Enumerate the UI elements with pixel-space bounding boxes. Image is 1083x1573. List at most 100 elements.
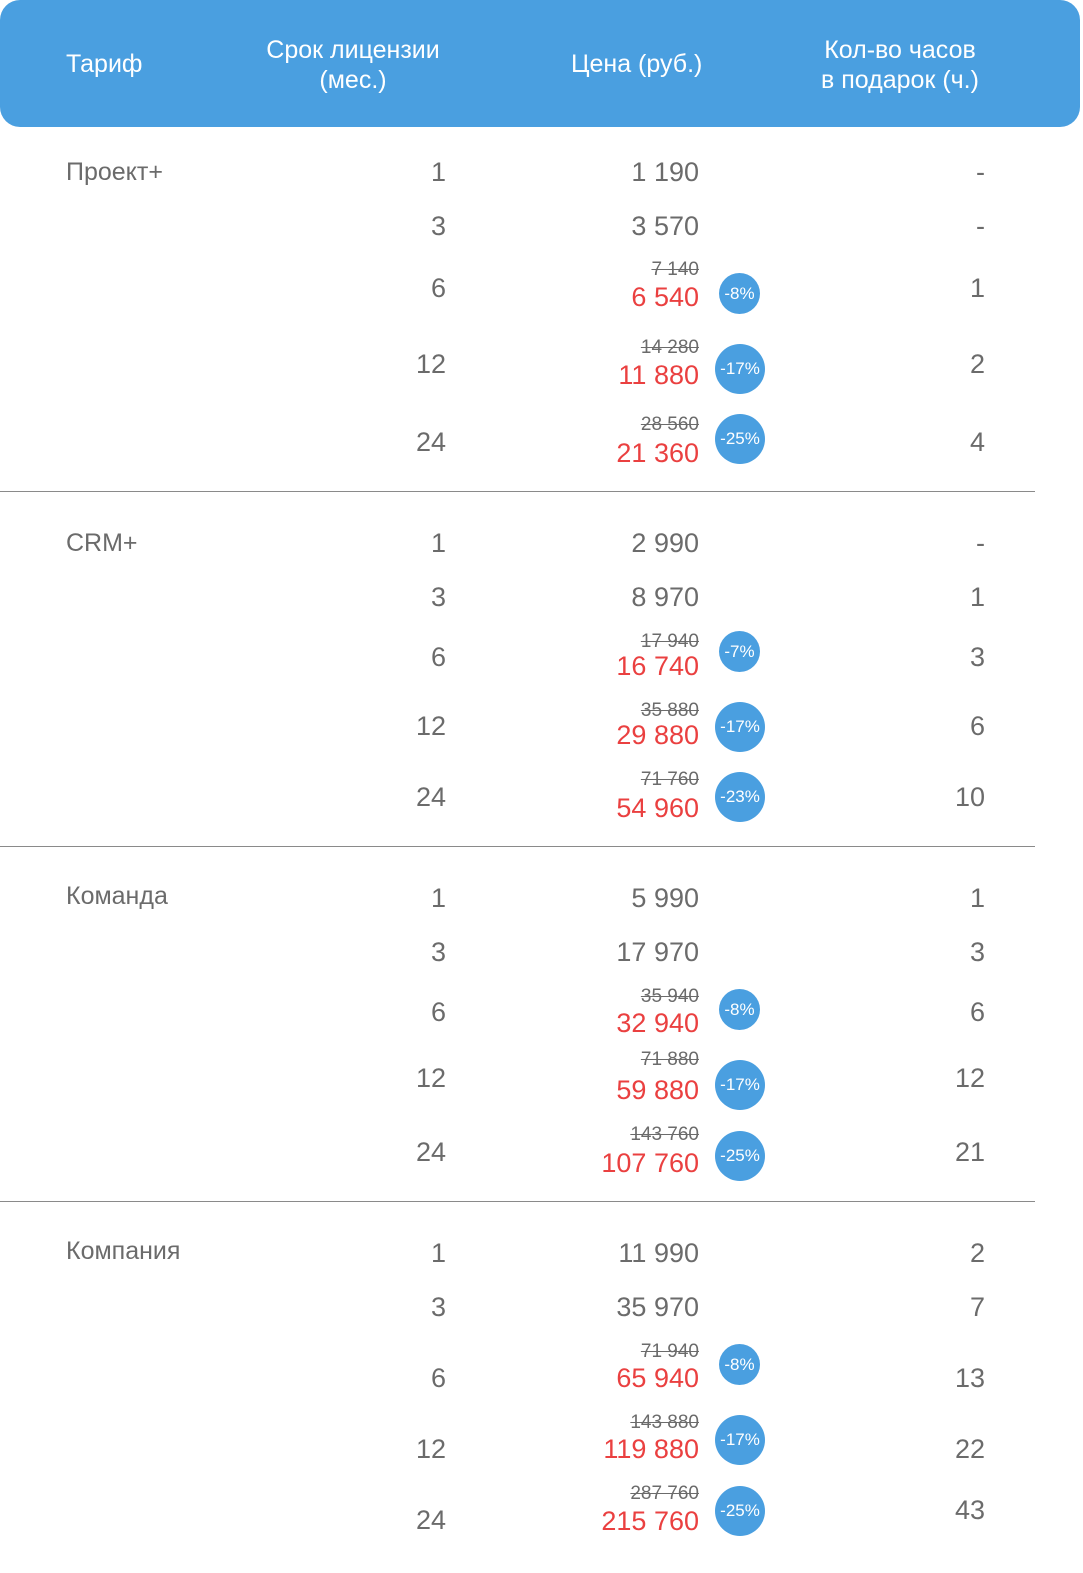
row-hours: 2 [969, 1238, 985, 1268]
header-term-line1: Срок лицензии [266, 36, 440, 64]
row-price: 3 570 [631, 211, 699, 241]
old-price: 143 760 [630, 1124, 699, 1145]
row-hours: 22 [954, 1434, 985, 1464]
row-months: 12 [415, 711, 446, 741]
discounted-price: 54 960 [616, 793, 699, 823]
old-price: 35 880 [640, 700, 699, 721]
old-price: 71 940 [640, 1341, 699, 1362]
row-price: 5 990 [631, 883, 699, 913]
row-hours: 1 [969, 582, 985, 612]
row-price: 1 190 [631, 157, 699, 187]
discount-badge: -8% [719, 989, 760, 1030]
row-hours: 3 [969, 937, 985, 967]
old-price: 143 880 [630, 1412, 699, 1433]
discount-badge: -17% [715, 344, 765, 394]
plan-name: Команда [66, 882, 168, 910]
row-price: 2 990 [631, 528, 699, 558]
row-hours: 21 [954, 1137, 985, 1167]
discount-badge: -25% [715, 1486, 765, 1536]
row-price: 8 970 [631, 582, 699, 612]
section-divider [0, 846, 1035, 847]
discount-badge: -17% [715, 1415, 765, 1465]
header-hours-line2: в подарок (ч.) [821, 66, 979, 94]
row-hours: 1 [969, 273, 985, 303]
discounted-price: 119 880 [603, 1434, 699, 1464]
section-divider [0, 491, 1035, 492]
row-hours: 10 [954, 782, 985, 812]
row-hours: - [976, 211, 985, 241]
old-price: 28 560 [640, 414, 699, 435]
row-months: 3 [430, 937, 446, 967]
row-hours: - [976, 528, 985, 558]
discounted-price: 59 880 [616, 1075, 699, 1105]
header-price: Цена (руб.) [571, 50, 703, 78]
discount-badge: -8% [719, 273, 760, 314]
row-months: 24 [415, 1505, 446, 1535]
row-months: 24 [415, 1137, 446, 1167]
plan-name: Компания [66, 1237, 181, 1265]
row-months: 3 [430, 582, 446, 612]
header-term-line2: (мес.) [319, 66, 387, 94]
discount-badge: -25% [715, 414, 765, 464]
row-hours: 3 [969, 642, 985, 672]
old-price: 17 940 [640, 631, 699, 652]
discount-badge: -8% [719, 1344, 760, 1385]
row-hours: 43 [954, 1495, 985, 1525]
discounted-price: 11 880 [618, 360, 699, 390]
row-price: 17 970 [616, 937, 699, 967]
discount-badge: -23% [715, 772, 765, 822]
discounted-price: 32 940 [616, 1008, 699, 1038]
old-price: 35 940 [640, 986, 699, 1007]
row-hours: 6 [969, 997, 985, 1027]
row-price: 35 970 [616, 1292, 699, 1322]
discount-badge: -25% [715, 1131, 765, 1181]
row-months: 12 [415, 1434, 446, 1464]
header-term: Срок лицензии (мес.) [263, 35, 443, 95]
row-hours: 4 [969, 427, 985, 457]
plan-name: CRM+ [66, 529, 138, 557]
row-hours: 6 [969, 711, 985, 741]
row-months: 1 [430, 883, 446, 913]
row-months: 3 [430, 1292, 446, 1322]
row-months: 6 [430, 642, 446, 672]
table-header: Тариф Срок лицензии (мес.) Цена (руб.) К… [0, 0, 1080, 127]
row-hours: 13 [954, 1363, 985, 1393]
row-months: 6 [430, 273, 446, 303]
discounted-price: 6 540 [631, 282, 699, 312]
row-hours: 2 [969, 349, 985, 379]
row-months: 12 [415, 349, 446, 379]
old-price: 7 140 [651, 259, 699, 280]
discounted-price: 65 940 [616, 1363, 699, 1393]
old-price: 71 760 [640, 769, 699, 790]
row-months: 1 [430, 157, 446, 187]
row-months: 12 [415, 1063, 446, 1093]
row-months: 3 [430, 211, 446, 241]
row-months: 24 [415, 782, 446, 812]
row-months: 1 [430, 1238, 446, 1268]
discount-badge: -7% [719, 631, 760, 672]
discounted-price: 107 760 [601, 1148, 699, 1178]
discounted-price: 21 360 [616, 438, 699, 468]
discounted-price: 16 740 [616, 651, 699, 681]
row-hours: 12 [954, 1063, 985, 1093]
row-months: 1 [430, 528, 446, 558]
row-hours: 7 [969, 1292, 985, 1322]
old-price: 287 760 [630, 1483, 699, 1504]
section-divider [0, 1201, 1035, 1202]
discounted-price: 29 880 [616, 720, 699, 750]
header-hours-line1: Кол-во часов [824, 36, 976, 64]
row-hours: - [976, 157, 985, 187]
discount-badge: -17% [715, 1060, 765, 1110]
old-price: 14 280 [640, 337, 699, 358]
header-hours: Кол-во часов в подарок (ч.) [810, 35, 990, 95]
header-tariff: Тариф [66, 50, 143, 78]
row-months: 6 [430, 997, 446, 1027]
old-price: 71 880 [640, 1049, 699, 1070]
discounted-price: 215 760 [601, 1506, 699, 1536]
row-hours: 1 [969, 883, 985, 913]
plan-name: Проект+ [66, 158, 163, 186]
row-months: 6 [430, 1363, 446, 1393]
row-months: 24 [415, 427, 446, 457]
row-price: 11 990 [618, 1238, 699, 1268]
discount-badge: -17% [715, 702, 765, 752]
